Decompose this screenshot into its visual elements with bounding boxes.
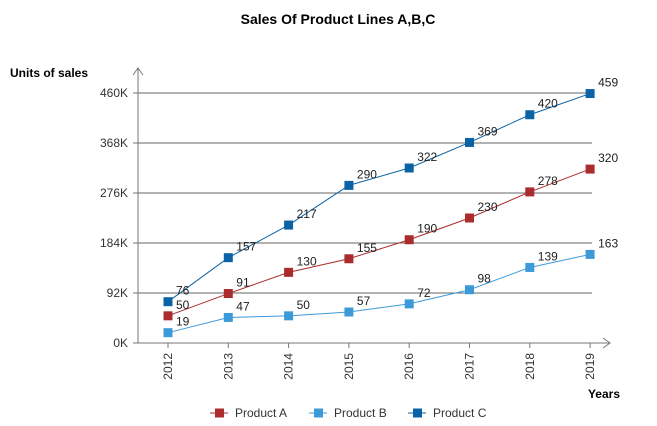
data-point[interactable] [284, 267, 294, 277]
x-axis-arrow [602, 337, 611, 349]
data-label: 320 [598, 151, 618, 165]
series-group: 50 91 130 155 190 230 278 320 19 47 50 57 72 98 139 163… [163, 76, 618, 338]
series-2: 76 157 217 290 322 369 420 459 [163, 76, 618, 307]
data-point[interactable] [465, 285, 474, 295]
data-point[interactable] [585, 89, 595, 99]
legend-item[interactable]: Product B [309, 406, 387, 420]
x-tick-label: 2018 [523, 353, 537, 380]
legend-label: Product B [334, 406, 387, 420]
x-axis-title: Years [588, 387, 620, 401]
data-point[interactable] [525, 262, 535, 272]
data-label: 278 [538, 174, 558, 188]
data-label: 72 [417, 286, 431, 300]
x-tick-label: 2013 [221, 353, 235, 380]
data-label: 230 [478, 200, 498, 214]
x-tick-label: 2019 [583, 353, 597, 380]
x-tick-label: 2012 [161, 353, 175, 380]
y-tick-labels: 0K 92K 184K 276K 368K 460K [100, 86, 128, 350]
data-label: 57 [357, 294, 371, 308]
series-line [167, 253, 591, 334]
data-label: 139 [538, 249, 558, 263]
series-0: 50 91 130 155 190 230 278 320 [163, 151, 618, 321]
y-tick-label: 460K [100, 86, 128, 100]
y-tick-label: 276K [100, 186, 128, 200]
data-label: 155 [357, 241, 377, 255]
x-tick-labels: 2012 2013 2014 2015 2016 2017 2018 2019 [161, 353, 597, 380]
data-point[interactable] [344, 254, 354, 264]
chart-title: Sales Of Product Lines A,B,C [241, 11, 436, 27]
x-tick-label: 2014 [282, 353, 296, 380]
data-point[interactable] [344, 180, 354, 190]
data-point[interactable] [585, 249, 595, 259]
data-point[interactable] [223, 253, 233, 263]
data-point[interactable] [404, 163, 414, 173]
data-label: 91 [236, 276, 250, 290]
legend-marker [314, 408, 323, 418]
data-label: 459 [598, 76, 618, 90]
data-label: 47 [236, 299, 250, 313]
y-axis-title: Units of sales [10, 66, 88, 80]
x-tick-label: 2017 [463, 353, 477, 380]
data-label: 369 [478, 124, 498, 138]
data-label: 98 [478, 272, 492, 286]
x-tick-label: 2015 [342, 353, 356, 380]
legend-item[interactable]: Product C [408, 406, 487, 420]
data-point[interactable] [163, 297, 173, 307]
data-label: 190 [417, 222, 437, 236]
data-label: 76 [176, 284, 190, 298]
data-point[interactable] [404, 235, 414, 245]
y-tick-label: 368K [100, 136, 128, 150]
data-label: 157 [236, 240, 256, 254]
data-point[interactable] [525, 110, 535, 120]
data-point[interactable] [284, 311, 294, 321]
data-point[interactable] [344, 307, 354, 317]
legend-label: Product C [433, 406, 487, 420]
x-tick-label: 2016 [402, 353, 416, 380]
data-point[interactable] [404, 299, 414, 309]
data-label: 19 [176, 315, 190, 329]
legend-marker [413, 408, 422, 418]
y-tick-label: 184K [100, 236, 128, 250]
y-tick-label: 92K [107, 286, 128, 300]
data-point[interactable] [284, 220, 294, 230]
data-point[interactable] [223, 312, 233, 322]
legend-label: Product A [235, 406, 287, 420]
series-line [167, 168, 591, 317]
legend-item[interactable]: Product A [210, 406, 287, 420]
data-point[interactable] [163, 311, 173, 321]
axes [132, 67, 611, 349]
data-point[interactable] [163, 328, 173, 338]
y-tick-label: 0K [113, 336, 128, 350]
data-point[interactable] [585, 164, 595, 174]
data-label: 130 [297, 254, 317, 268]
y-axis-arrow [132, 67, 144, 76]
series-1: 19 47 50 57 72 98 139 163 [163, 236, 618, 338]
data-point[interactable] [525, 187, 535, 197]
data-label: 50 [297, 298, 311, 312]
data-point[interactable] [465, 137, 474, 147]
data-label: 290 [357, 167, 377, 181]
series-line [167, 93, 591, 303]
data-point[interactable] [465, 213, 474, 223]
gridlines [138, 92, 592, 294]
legend-marker [215, 408, 224, 418]
data-label: 322 [417, 150, 437, 164]
data-label: 217 [297, 207, 317, 221]
data-label: 50 [176, 298, 190, 312]
data-label: 420 [538, 97, 558, 111]
data-label: 163 [598, 236, 618, 250]
data-point[interactable] [223, 289, 233, 299]
legend[interactable]: Product A Product B Product C [210, 406, 487, 420]
